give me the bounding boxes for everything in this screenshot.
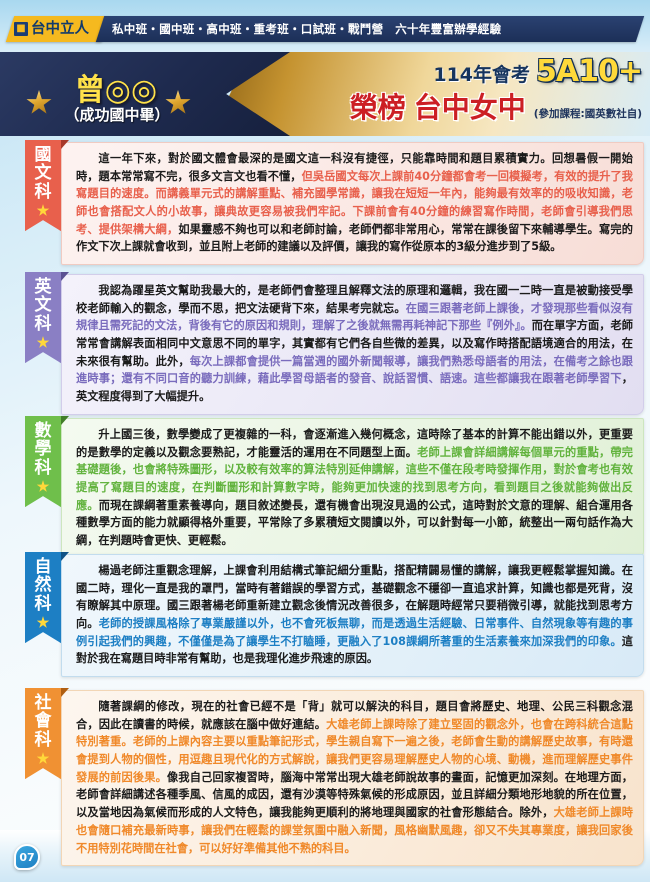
subject-tag-english: 英文科 bbox=[25, 272, 61, 364]
subject-tag-char: 科 bbox=[34, 729, 52, 750]
highlighted-text-run: 老師上課會詳細講解每個單元的重點，帶完基礎題後，也會將特殊圖形，以及較有效率的算… bbox=[76, 445, 633, 512]
brand-name: 台中立人 bbox=[31, 20, 89, 37]
subject-testimonial-english: 我認為躍星英文幫助我最大的，是老師們會整理且解釋文法的原理和邏輯，我在國一二時一… bbox=[61, 274, 644, 415]
nav-course-list: 私中班・國中班・高中班・重考班・口試班・戰鬥營 六十年豐富辦學經驗 bbox=[112, 22, 502, 36]
text-run: 升上國三後，數學變成了更複雜的一科，會逐漸進入幾何概念，這時除了基本的計算不能出… bbox=[76, 428, 633, 459]
highlighted-text-run: 在國三跟著老師上課後，才發現那些看似沒有規律且需死記的文法，背後有它的原因和規則… bbox=[76, 301, 633, 333]
testimonial-paragraph: 這一年下來，對於國文體會最深的是國文這一科沒有捷徑，只能靠時間和題目累積實力。回… bbox=[76, 150, 633, 256]
exam-score: 5A10+ bbox=[536, 54, 643, 89]
subject-tag-char: 學 bbox=[34, 439, 52, 460]
result-prefix: 榮榜 bbox=[349, 91, 406, 124]
subject-testimonial-social: 隨著課綱的修改，現在的社會已經不是「背」就可以解決的科目，題目會將歷史、地理、公… bbox=[61, 690, 644, 867]
hero-banner: 曾◎◎ （成功國中畢） 114年會考 5A10+ 榮榜 台中女中 (參加課程:國… bbox=[0, 52, 650, 136]
text-run: 如果靈感不夠也可以和老師討論，老師們都非常用心，常常在課後留下來輔導學生。寫完的… bbox=[76, 222, 633, 254]
text-run: 楊過老師注重觀念理解，上課會利用結構式筆記細分重點，搭配精闢易懂的講解，讓我更輕… bbox=[76, 564, 633, 631]
subject-tag-char: 科 bbox=[34, 313, 52, 334]
text-run: 像我自己回家複習時，腦海中常常出現大雄老師說故事的畫面，記憶更加深刻。在地理方面… bbox=[76, 770, 633, 820]
star-icon bbox=[36, 480, 50, 492]
subject-tag-char: 文 bbox=[34, 163, 52, 184]
subject-testimonial-math: 升上國三後，數學變成了更複雜的一科，會逐漸進入幾何概念，這時除了基本的計算不能出… bbox=[61, 418, 644, 559]
subject-testimonial-chinese: 這一年下來，對於國文體會最深的是國文這一科沒有捷徑，只能靠時間和題目累積實力。回… bbox=[61, 142, 644, 266]
star-icon bbox=[36, 616, 50, 628]
admitted-school-line: 榮榜 台中女中 (參加課程:國英數社自) bbox=[350, 94, 642, 122]
student-school: （成功國中畢） bbox=[64, 106, 170, 124]
star-icon bbox=[36, 752, 50, 764]
text-run: 而現在課綱著重素養導向，題目敘述變長，還有機會出現沒見過的公式，這時對於文意的理… bbox=[76, 498, 633, 548]
brand-logo[interactable]: ■ 台中立人 bbox=[14, 16, 110, 42]
admitted-school: 台中女中 bbox=[413, 91, 526, 124]
subject-tag-char: 社 bbox=[34, 693, 52, 713]
tag-fold-decoration bbox=[61, 688, 69, 697]
tag-fold-decoration bbox=[61, 552, 69, 561]
testimonial-paragraph: 我認為躍星英文幫助我最大的，是老師們會整理且解釋文法的原理和邏輯，我在國一二時一… bbox=[76, 282, 633, 406]
student-name: 曾◎◎ bbox=[74, 73, 158, 108]
exam-result-line: 114年會考 5A10+ bbox=[433, 54, 643, 89]
testimonial-paragraph: 楊過老師注重觀念理解，上課會利用結構式筆記細分重點，搭配精闢易懂的講解，讓我更輕… bbox=[76, 562, 633, 668]
subject-tag-char: 自 bbox=[34, 557, 52, 577]
testimonial-paragraph: 隨著課綱的修改，現在的社會已經不是「背」就可以解決的科目，題目會將歷史、地理、公… bbox=[76, 698, 633, 857]
subject-tag-chinese: 國文科 bbox=[25, 140, 61, 232]
text-run: 這一年下來，對於國文體會最深的是國文這一科沒有捷徑，只能靠時間和題目累積實力。回… bbox=[76, 152, 633, 183]
page-number-badge: 07 bbox=[14, 844, 40, 870]
subject-tag-char: 英 bbox=[34, 277, 52, 297]
star-icon bbox=[36, 204, 50, 216]
subject-tag-char: 國 bbox=[34, 145, 52, 165]
highlighted-text-run: 每次上課都會提供一篇當週的國外新聞報導，讓我們熟悉母語者的用法，在備考之餘也跟進… bbox=[76, 354, 633, 386]
text-run: ，英文程度得到了大幅提升。 bbox=[76, 372, 633, 404]
text-run: 隨著課綱的修改，現在的社會已經不是「背」就可以解決的科目，題目會將歷史、地理、公… bbox=[76, 700, 633, 731]
exam-year: 114年會考 bbox=[433, 64, 531, 86]
subject-tag-char: 文 bbox=[34, 295, 52, 316]
subject-tag-char: 科 bbox=[34, 593, 52, 614]
subject-tag-social: 社會科 bbox=[25, 688, 61, 780]
school-emblem-icon: ■ bbox=[14, 22, 28, 36]
hero-right-panel bbox=[210, 52, 650, 136]
course-note: (參加課程:國英數社自) bbox=[533, 107, 642, 120]
highlighted-text-run: 老師的授課風格除了專業嚴謹以外，也不會死板無聊，而是透過生活經驗、日常事件、自然… bbox=[76, 617, 633, 648]
testimonial-paragraph: 升上國三後，數學變成了更複雜的一科，會逐漸進入幾何概念，這時除了基本的計算不能出… bbox=[76, 426, 633, 550]
text-run: 而在單字方面，老師常常會講解表面相同中文意思不同的單字，其實都有它們各自些微的差… bbox=[76, 319, 633, 368]
subject-tag-math: 數學科 bbox=[25, 416, 61, 508]
top-banner: ■ 台中立人 私中班・國中班・高中班・重考班・口試班・戰鬥營 六十年豐富辦學經驗 bbox=[0, 16, 650, 42]
highlighted-text-run: 大雄老師上課時除了建立堅固的觀念外，也會在跨科統合這點特別著重。老師的上課內容主… bbox=[76, 717, 633, 784]
text-run: 我認為躍星英文幫助我最大的，是老師們會整理且解釋文法的原理和邏輯，我在國一二時一… bbox=[76, 284, 633, 315]
highlighted-text-run: 但吳岳國文每次上課前40分鐘都會考一回模擬考，有效的提升了我寫題目的速度。而講義… bbox=[76, 169, 633, 236]
subject-tag-char: 科 bbox=[34, 457, 52, 478]
subject-tag-char: 數 bbox=[34, 421, 52, 441]
subject-testimonial-science: 楊過老師注重觀念理解，上課會利用結構式筆記細分重點，搭配精闢易懂的講解，讓我更輕… bbox=[61, 554, 644, 678]
text-run: 這對於我在寫題目時非常有幫助，也是我理化進步飛速的原因。 bbox=[76, 634, 633, 666]
tag-fold-decoration bbox=[61, 416, 69, 425]
tag-fold-decoration bbox=[61, 140, 69, 149]
subject-tag-char: 然 bbox=[34, 575, 52, 596]
subject-tag-science: 自然科 bbox=[25, 552, 61, 644]
subject-tag-char: 會 bbox=[34, 711, 52, 732]
tag-fold-decoration bbox=[61, 272, 69, 281]
subject-tag-char: 科 bbox=[34, 181, 52, 202]
highlighted-text-run: 大雄老師上課時也會隨口補充最新時事，讓我們在輕鬆的課堂氛圍中融入新聞，風格幽默風… bbox=[76, 806, 633, 855]
star-icon bbox=[36, 336, 50, 348]
